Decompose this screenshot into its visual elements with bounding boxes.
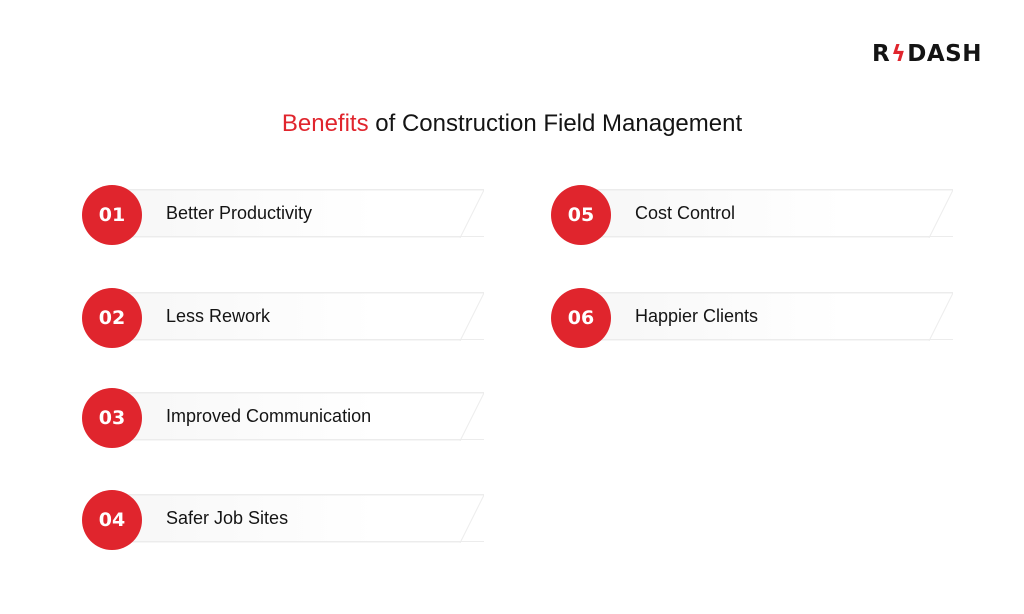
benefit-label: Happier Clients [635, 306, 759, 326]
benefit-item: 03 Improved Communication [82, 388, 492, 448]
benefit-label: Improved Communication [166, 406, 372, 426]
benefit-number-badge: 03 [82, 388, 142, 448]
bar-outline [122, 293, 484, 341]
logo-text-left: R [872, 41, 891, 67]
page-title: Benefits of Construction Field Managemen… [0, 110, 1024, 138]
benefit-bar [122, 292, 484, 341]
benefit-bar [122, 189, 484, 238]
benefit-number-badge: 01 [82, 185, 142, 245]
benefit-item: 05 Cost Control [551, 185, 961, 245]
benefit-bar [122, 392, 484, 441]
bar-outline [122, 190, 484, 238]
bar-outline [122, 495, 484, 543]
benefit-number-badge: 04 [82, 490, 142, 550]
benefit-item: 04 Safer Job Sites [82, 490, 492, 550]
title-rest: of Construction Field Management [368, 110, 743, 137]
logo-text-right: DASH [907, 41, 982, 67]
bar-outline [591, 293, 953, 341]
brand-logo: R ϟ DASH [872, 40, 982, 68]
bar-outline [122, 393, 484, 441]
benefit-bar [122, 494, 484, 543]
title-accent: Benefits [281, 110, 369, 137]
benefit-item: 01 Better Productivity [82, 185, 492, 245]
bar-outline [591, 190, 953, 238]
benefit-bar [591, 189, 953, 238]
benefit-label: Safer Job Sites [166, 508, 289, 528]
benefit-number-badge: 06 [551, 288, 611, 348]
benefit-item: 02 Less Rework [82, 288, 492, 348]
lightning-bolt-icon: ϟ [891, 41, 907, 67]
benefit-number-badge: 02 [82, 288, 142, 348]
benefit-bar [591, 292, 953, 341]
benefit-label: Cost Control [635, 203, 736, 223]
benefit-label: Less Rework [166, 306, 271, 326]
benefit-number-badge: 05 [551, 185, 611, 245]
benefit-label: Better Productivity [166, 203, 313, 223]
benefit-item: 06 Happier Clients [551, 288, 961, 348]
